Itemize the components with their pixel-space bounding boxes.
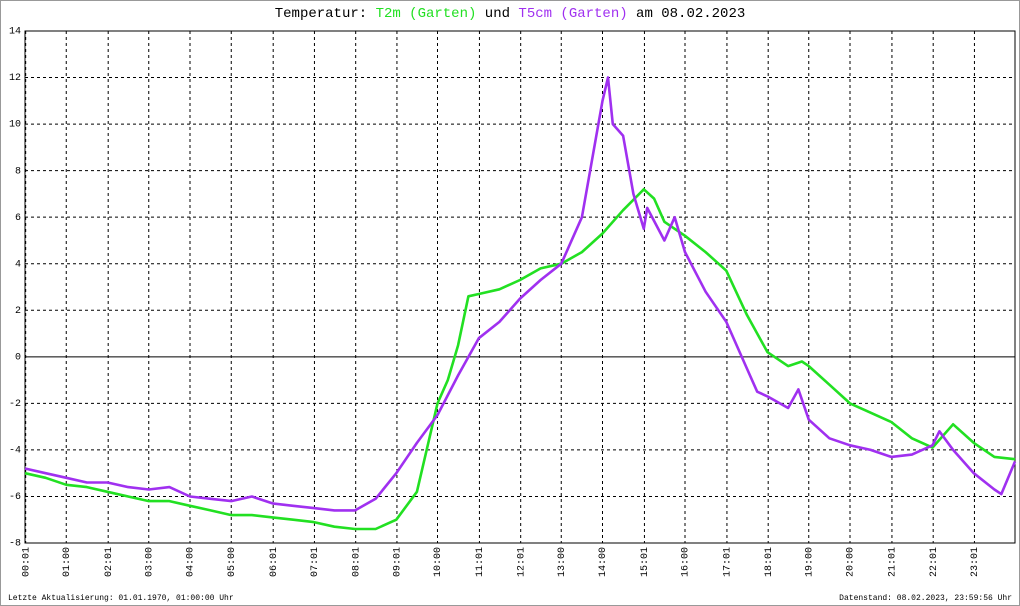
x-tick-label: 20:00 — [846, 547, 857, 577]
x-tick-label: 05:00 — [227, 547, 238, 577]
legend-entry: T5cm (Garten) — [518, 6, 627, 22]
x-tick-label: 16:00 — [681, 547, 692, 577]
title-joiner: und — [485, 6, 510, 22]
x-tick-label: 14:00 — [598, 547, 609, 577]
x-tick-label: 04:00 — [186, 547, 197, 577]
x-tick-label: 19:00 — [804, 547, 815, 577]
plot-border — [24, 30, 1016, 544]
series-line — [24, 76, 1017, 512]
x-tick-label: 10:00 — [433, 547, 444, 577]
x-tick-label: 23:01 — [970, 547, 981, 577]
y-tick-label: 10 — [9, 120, 21, 131]
x-tick-label: 12:01 — [516, 547, 527, 577]
x-tick-label: 06:01 — [269, 547, 280, 577]
x-tick-label: 11:01 — [475, 547, 486, 577]
x-tick-label: 00:01 — [21, 547, 32, 577]
x-tick-label: 18:01 — [764, 547, 775, 577]
x-tick-label: 08:01 — [351, 547, 362, 577]
x-tick-label: 09:01 — [393, 547, 404, 577]
x-tick-label: 22:01 — [929, 547, 940, 577]
y-tick-label: 2 — [15, 306, 21, 317]
x-tick-label: 03:00 — [144, 547, 155, 577]
y-tick-label: 8 — [15, 166, 21, 177]
y-tick-label: 12 — [9, 73, 21, 84]
x-tick-label: 15:01 — [640, 547, 651, 577]
footer-right: Datenstand: 08.02.2023, 23:59:56 Uhr — [839, 594, 1012, 603]
y-tick-label: 4 — [15, 259, 21, 270]
title-suffix: am 08.02.2023 — [636, 6, 745, 22]
x-tick-label: 02:01 — [104, 547, 115, 577]
x-tick-label: 01:00 — [62, 547, 73, 577]
x-tick-label: 07:01 — [310, 547, 321, 577]
x-tick-label: 21:01 — [888, 547, 899, 577]
x-tick-label: 13:00 — [557, 547, 568, 577]
title-prefix: Temperatur: — [275, 6, 367, 22]
series-line — [24, 188, 1016, 531]
x-tick-label: 17:01 — [723, 547, 734, 577]
y-tick-label: 0 — [15, 352, 21, 363]
legend-entry: T2m (Garten) — [376, 6, 477, 22]
footer-left: Letzte Aktualisierung: 01.01.1970, 01:00… — [8, 594, 234, 603]
chart-title: Temperatur: T2m (Garten) und T5cm (Garte… — [275, 6, 746, 22]
y-tick-label: -6 — [9, 492, 21, 503]
y-tick-label: -8 — [9, 539, 21, 550]
y-tick-label: 6 — [15, 213, 21, 224]
y-tick-label: 14 — [9, 27, 21, 38]
y-tick-label: -2 — [9, 399, 21, 410]
y-tick-label: -4 — [9, 446, 21, 457]
